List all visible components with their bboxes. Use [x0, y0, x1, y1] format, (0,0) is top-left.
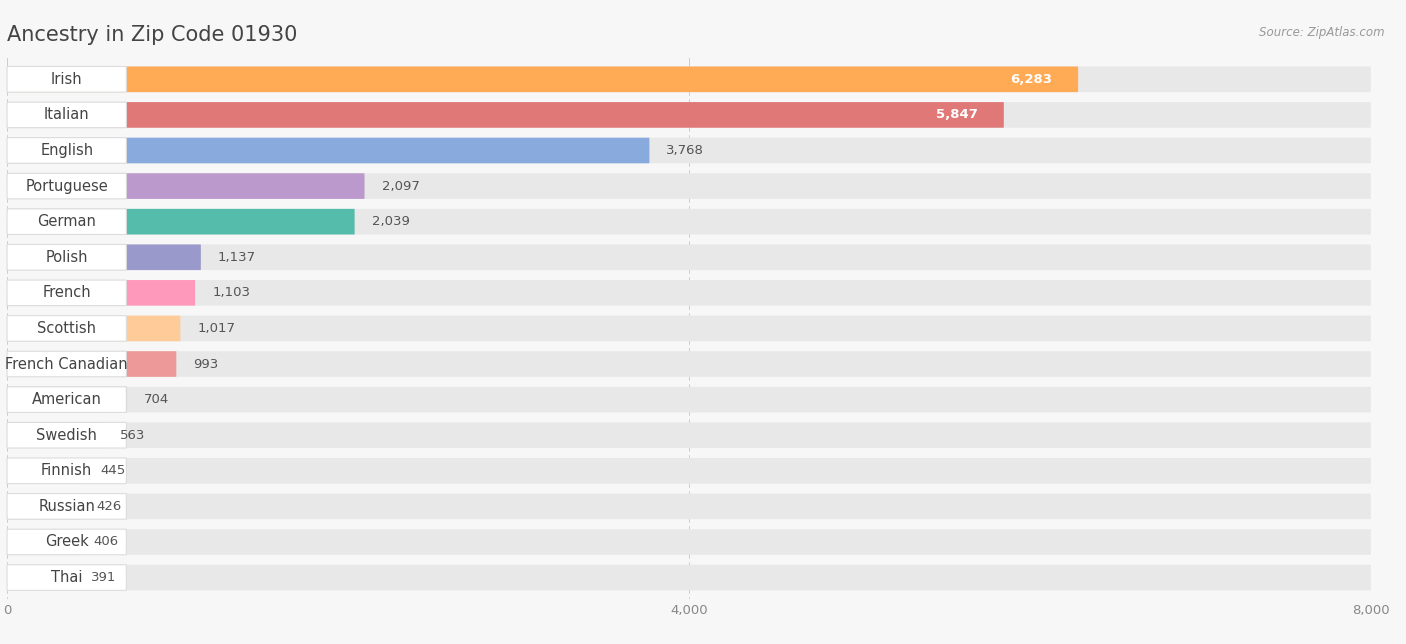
FancyBboxPatch shape: [7, 493, 80, 519]
Text: Source: ZipAtlas.com: Source: ZipAtlas.com: [1260, 26, 1385, 39]
FancyBboxPatch shape: [7, 245, 1371, 270]
FancyBboxPatch shape: [7, 493, 1371, 519]
FancyBboxPatch shape: [7, 280, 127, 306]
FancyBboxPatch shape: [7, 173, 127, 199]
Text: Polish: Polish: [45, 250, 89, 265]
FancyBboxPatch shape: [7, 209, 1371, 234]
FancyBboxPatch shape: [7, 138, 650, 164]
FancyBboxPatch shape: [7, 529, 76, 554]
FancyBboxPatch shape: [7, 351, 127, 377]
FancyBboxPatch shape: [7, 173, 1371, 199]
Text: Portuguese: Portuguese: [25, 178, 108, 194]
FancyBboxPatch shape: [7, 351, 176, 377]
FancyBboxPatch shape: [7, 102, 1004, 128]
Text: 6,283: 6,283: [1011, 73, 1053, 86]
FancyBboxPatch shape: [7, 565, 73, 591]
FancyBboxPatch shape: [7, 316, 127, 341]
FancyBboxPatch shape: [7, 422, 1371, 448]
FancyBboxPatch shape: [7, 138, 127, 164]
FancyBboxPatch shape: [7, 209, 354, 234]
Text: Scottish: Scottish: [37, 321, 96, 336]
FancyBboxPatch shape: [7, 529, 1371, 554]
FancyBboxPatch shape: [7, 387, 127, 412]
FancyBboxPatch shape: [7, 280, 1371, 306]
FancyBboxPatch shape: [7, 245, 127, 270]
FancyBboxPatch shape: [7, 458, 83, 484]
FancyBboxPatch shape: [7, 493, 127, 519]
FancyBboxPatch shape: [7, 66, 127, 92]
Text: French Canadian: French Canadian: [6, 357, 128, 372]
FancyBboxPatch shape: [7, 565, 127, 591]
FancyBboxPatch shape: [7, 316, 1371, 341]
Text: Irish: Irish: [51, 72, 83, 87]
FancyBboxPatch shape: [7, 565, 1371, 591]
Text: 2,097: 2,097: [381, 180, 419, 193]
FancyBboxPatch shape: [7, 422, 103, 448]
Text: 1,017: 1,017: [197, 322, 235, 335]
Text: English: English: [41, 143, 93, 158]
Text: 5,847: 5,847: [936, 108, 979, 122]
Text: 2,039: 2,039: [371, 215, 409, 228]
FancyBboxPatch shape: [7, 422, 127, 448]
FancyBboxPatch shape: [7, 173, 364, 199]
Text: American: American: [32, 392, 101, 407]
FancyBboxPatch shape: [7, 66, 1078, 92]
Text: 445: 445: [100, 464, 125, 477]
FancyBboxPatch shape: [7, 387, 1371, 412]
FancyBboxPatch shape: [7, 458, 127, 484]
FancyBboxPatch shape: [7, 102, 1371, 128]
Text: 1,103: 1,103: [212, 287, 250, 299]
Text: Russian: Russian: [38, 499, 96, 514]
Text: 391: 391: [91, 571, 117, 584]
Text: 704: 704: [143, 393, 169, 406]
FancyBboxPatch shape: [7, 387, 127, 412]
Text: 3,768: 3,768: [666, 144, 704, 157]
FancyBboxPatch shape: [7, 66, 1371, 92]
FancyBboxPatch shape: [7, 529, 127, 554]
Text: French: French: [42, 285, 91, 300]
Text: Ancestry in Zip Code 01930: Ancestry in Zip Code 01930: [7, 25, 298, 45]
Text: Swedish: Swedish: [37, 428, 97, 442]
FancyBboxPatch shape: [7, 102, 127, 128]
Text: Finnish: Finnish: [41, 463, 93, 478]
Text: German: German: [38, 214, 96, 229]
Text: 1,137: 1,137: [218, 251, 256, 264]
Text: 406: 406: [93, 535, 118, 549]
FancyBboxPatch shape: [7, 280, 195, 306]
Text: 563: 563: [120, 429, 145, 442]
FancyBboxPatch shape: [7, 138, 1371, 164]
FancyBboxPatch shape: [7, 209, 127, 234]
FancyBboxPatch shape: [7, 316, 180, 341]
Text: 993: 993: [194, 357, 218, 370]
Text: Thai: Thai: [51, 570, 83, 585]
FancyBboxPatch shape: [7, 245, 201, 270]
Text: Italian: Italian: [44, 108, 90, 122]
Text: 426: 426: [97, 500, 122, 513]
FancyBboxPatch shape: [7, 458, 1371, 484]
Text: Greek: Greek: [45, 535, 89, 549]
FancyBboxPatch shape: [7, 351, 1371, 377]
